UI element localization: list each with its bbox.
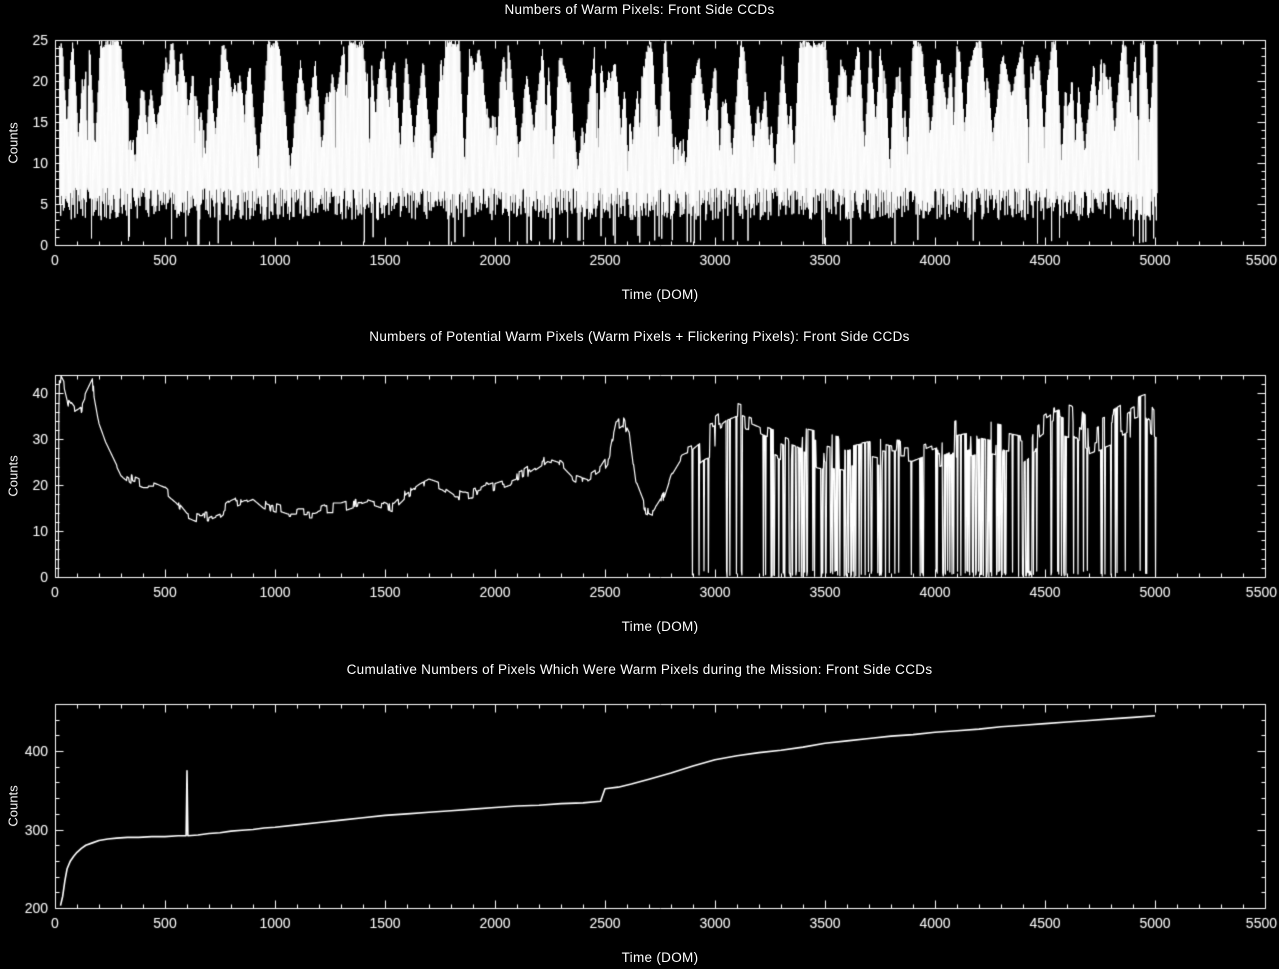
cumulative-warm-pixels-chart-canvas — [0, 646, 1279, 969]
cumulative-warm-pixels-x-axis-label: Time (DOM) — [621, 950, 699, 965]
warm-pixels-y-axis-label: Counts — [5, 121, 21, 164]
cumulative-warm-pixels-y-axis-label: Counts — [5, 785, 21, 827]
warm-pixels-chart-canvas — [0, 0, 1279, 323]
panel-potential-warm-pixels: Numbers of Potential Warm Pixels (Warm P… — [0, 323, 1279, 646]
potential-warm-pixels-chart-canvas — [0, 323, 1279, 646]
potential-warm-pixels-x-axis-label: Time (DOM) — [621, 619, 699, 634]
panel-warm-pixels: Numbers of Warm Pixels: Front Side CCDs … — [0, 0, 1279, 323]
panel-cumulative-warm-pixels: Cumulative Numbers of Pixels Which Were … — [0, 646, 1279, 969]
potential-warm-pixels-y-axis-label: Counts — [5, 455, 21, 497]
warm-pixels-x-axis-label: Time (DOM) — [621, 287, 699, 302]
